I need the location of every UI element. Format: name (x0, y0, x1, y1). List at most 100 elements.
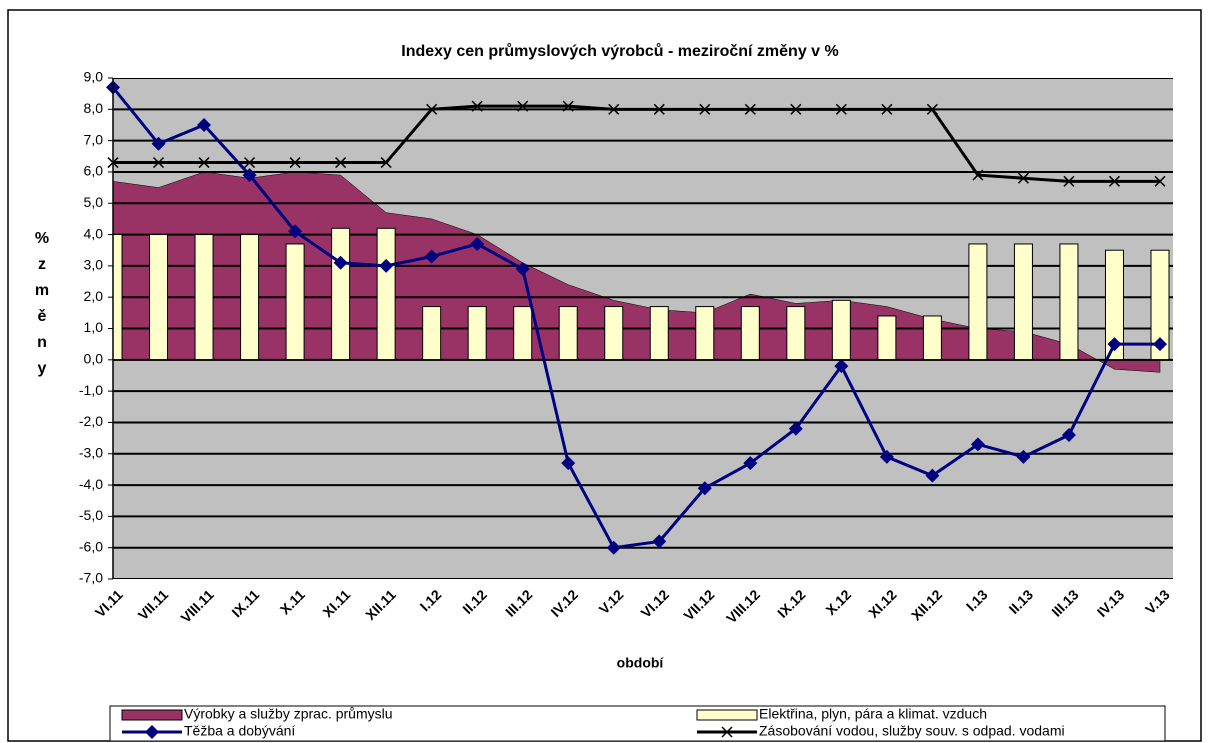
bar (513, 306, 533, 361)
legend-swatch (696, 709, 758, 721)
marker (151, 136, 166, 151)
y-tick-label: 8,0 (84, 100, 104, 116)
bar (922, 315, 942, 361)
marker (1017, 172, 1029, 184)
marker (925, 468, 940, 483)
legend-label: Těžba a dobývání (184, 723, 295, 739)
bar (1059, 243, 1079, 361)
marker (379, 258, 394, 273)
marker (562, 100, 574, 112)
marker (517, 100, 529, 112)
marker (970, 437, 985, 452)
bar (968, 243, 988, 361)
marker (242, 168, 257, 183)
marker (881, 103, 893, 115)
legend-label: Výrobky a služby zprac. průmyslu (184, 706, 393, 722)
y-tick-label: 7,0 (84, 131, 104, 147)
marker (198, 157, 210, 169)
y-tick-label: -7,0 (79, 570, 103, 586)
marker (335, 157, 347, 169)
y-tick-label: -5,0 (79, 507, 103, 523)
marker (515, 262, 530, 277)
y-tick-label: 3,0 (84, 257, 104, 273)
marker (697, 481, 712, 496)
marker (197, 117, 212, 132)
marker (744, 103, 756, 115)
bar (331, 227, 351, 361)
bar (740, 306, 760, 361)
marker (1108, 175, 1121, 187)
legend-swatch (121, 709, 183, 721)
marker (152, 157, 165, 169)
marker (561, 456, 576, 471)
marker (653, 103, 665, 115)
marker (1016, 449, 1031, 464)
marker (1154, 175, 1166, 187)
bar (649, 306, 669, 361)
y-tick-label: -6,0 (79, 538, 103, 554)
marker (834, 359, 849, 374)
y-tick-label: 2,0 (84, 288, 104, 304)
marker (721, 726, 733, 738)
y-axis-label: % změny (34, 230, 50, 377)
x-axis-label: období (617, 655, 665, 671)
bar (786, 306, 806, 361)
marker (608, 103, 620, 115)
bar (194, 234, 214, 361)
marker (380, 157, 392, 169)
y-tick-label: 6,0 (84, 163, 104, 179)
marker (333, 255, 348, 270)
legend-box (109, 705, 1166, 742)
marker (1107, 337, 1122, 352)
bar (285, 243, 305, 361)
line (111, 86, 1160, 550)
bar (604, 306, 624, 361)
y-tick-label: -3,0 (79, 444, 103, 460)
y-tick-label: 4,0 (84, 225, 104, 241)
y-tick-label: -2,0 (79, 413, 103, 429)
marker (879, 449, 894, 464)
marker (652, 534, 667, 549)
marker (788, 421, 803, 436)
marker (426, 103, 438, 115)
y-tick-label: 9,0 (84, 69, 104, 85)
bar (467, 306, 487, 361)
chart-title: Indexy cen průmyslových výrobců - meziro… (401, 43, 838, 60)
marker (790, 103, 802, 115)
marker (145, 725, 159, 739)
y-tick-label: -1,0 (79, 382, 103, 398)
marker (470, 236, 485, 251)
marker (1061, 427, 1076, 442)
marker (288, 224, 303, 239)
bar (240, 234, 260, 361)
bar (831, 299, 851, 361)
bar (1013, 243, 1033, 361)
marker (289, 157, 301, 169)
marker (244, 157, 256, 169)
y-tick-label: -4,0 (79, 476, 103, 492)
marker (424, 249, 439, 264)
y-tick-label: 5,0 (84, 194, 104, 210)
bar (422, 306, 442, 361)
legend-label: Elektřina, plyn, pára a klimat. vzduch (759, 706, 987, 722)
marker (1153, 337, 1167, 352)
legend-label: Zásobování vodou, služby souv. s odpad. … (759, 723, 1065, 739)
marker (972, 169, 984, 181)
marker (835, 103, 847, 115)
marker (1063, 175, 1075, 187)
bar (149, 234, 169, 361)
marker (606, 540, 621, 555)
marker (699, 103, 711, 115)
bar (558, 306, 578, 361)
bar (376, 227, 396, 361)
marker (926, 103, 938, 115)
bar (695, 306, 715, 361)
bar (113, 234, 123, 361)
y-tick-label: 1,0 (84, 319, 104, 335)
marker (743, 456, 758, 471)
bar (877, 315, 897, 361)
line (113, 104, 1160, 183)
y-tick-label: 0,0 (84, 351, 104, 367)
